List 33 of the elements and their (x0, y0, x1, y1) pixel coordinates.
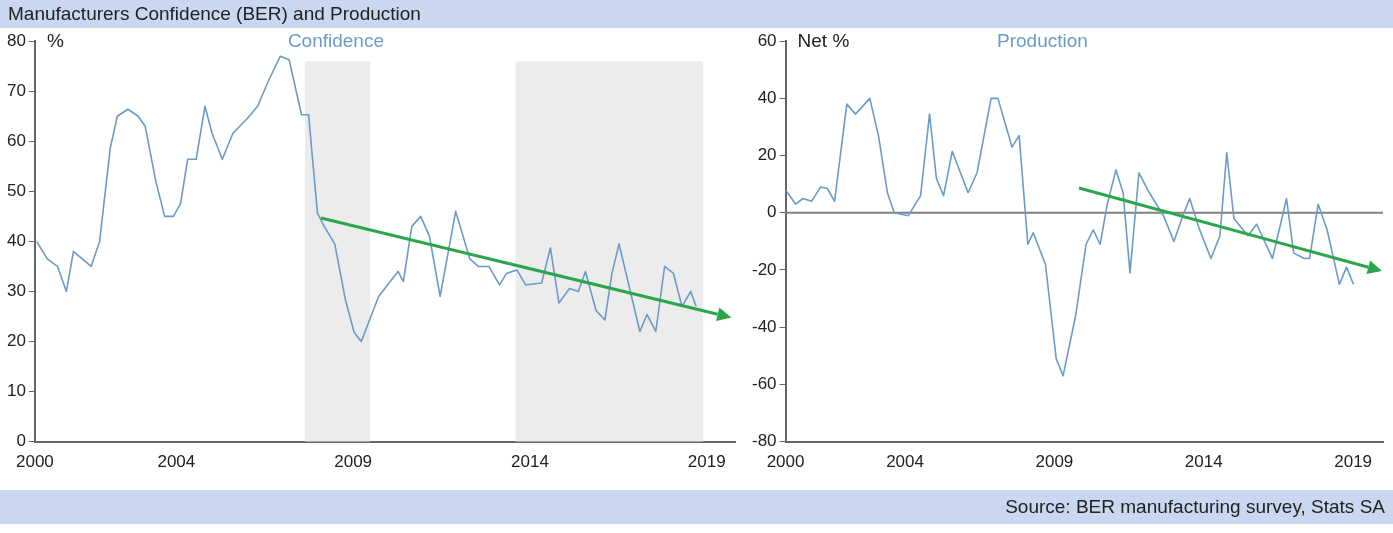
y-tick-label: 40 (6, 231, 26, 251)
x-tick-label: 2014 (1184, 452, 1223, 472)
y-tick-label: 50 (6, 181, 26, 201)
y-tick-label: 20 (6, 331, 26, 351)
y-tick-label: 60 (6, 130, 26, 150)
x-tick-label: 2004 (886, 452, 924, 472)
y-tick-label: 40 (757, 88, 777, 108)
x-tick-label: 2014 (511, 452, 549, 472)
x-tick-label: 2004 (157, 452, 196, 472)
x-tick-label: 2009 (334, 452, 373, 472)
y-tick-label: -80 (751, 431, 777, 451)
y-tick-label: 0 (767, 202, 777, 222)
x-tick-label: 2019 (687, 452, 726, 472)
y-axis-title: % (46, 29, 64, 51)
y-tick-label: 80 (6, 30, 26, 50)
y-axis-title: Net % (797, 29, 850, 51)
chart-title: Manufacturers Confidence (BER) and Production (8, 3, 421, 24)
y-tick-label: 0 (16, 431, 26, 451)
y-tick-label: 70 (6, 80, 26, 100)
x-tick-label: 2000 (16, 452, 54, 472)
y-tick-label: 30 (6, 281, 26, 301)
y-tick-label: 20 (757, 145, 777, 165)
y-tick-label: -40 (751, 316, 777, 336)
y-tick-label: -60 (751, 374, 777, 394)
x-tick-label: 2000 (766, 452, 805, 472)
series-label: Confidence (287, 29, 385, 51)
y-tick-label: 10 (6, 381, 26, 401)
text: Production (997, 29, 1088, 51)
x-tick-label: 2009 (1035, 452, 1074, 472)
x-tick-label: 2019 (1334, 452, 1373, 472)
source-note: Source: BER manufacturing survey, Stats SA (1005, 496, 1385, 517)
y-tick-label: 60 (757, 30, 777, 50)
y-tick-label: -20 (751, 259, 777, 279)
